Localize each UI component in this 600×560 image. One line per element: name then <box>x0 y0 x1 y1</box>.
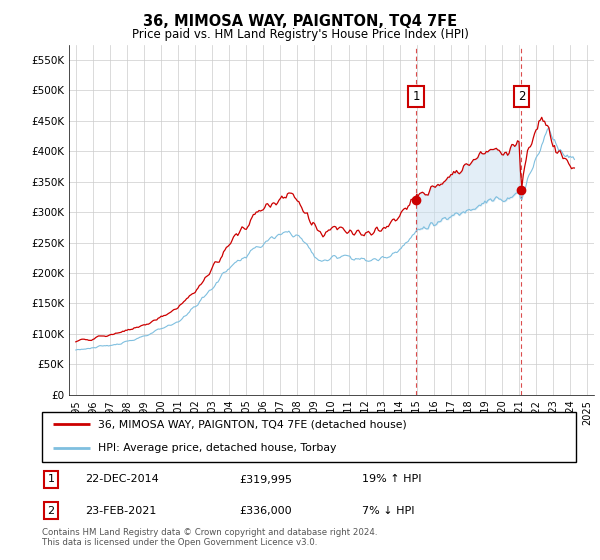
Text: 23-FEB-2021: 23-FEB-2021 <box>85 506 156 516</box>
Text: £336,000: £336,000 <box>239 506 292 516</box>
Text: Contains HM Land Registry data © Crown copyright and database right 2024.
This d: Contains HM Land Registry data © Crown c… <box>42 528 377 547</box>
Text: 2: 2 <box>47 506 55 516</box>
Text: 36, MIMOSA WAY, PAIGNTON, TQ4 7FE: 36, MIMOSA WAY, PAIGNTON, TQ4 7FE <box>143 14 457 29</box>
Text: HPI: Average price, detached house, Torbay: HPI: Average price, detached house, Torb… <box>98 443 337 453</box>
Text: £319,995: £319,995 <box>239 474 293 484</box>
Text: Price paid vs. HM Land Registry's House Price Index (HPI): Price paid vs. HM Land Registry's House … <box>131 28 469 41</box>
FancyBboxPatch shape <box>42 412 576 462</box>
Text: 1: 1 <box>412 90 420 103</box>
Text: 1: 1 <box>47 474 55 484</box>
Text: 36, MIMOSA WAY, PAIGNTON, TQ4 7FE (detached house): 36, MIMOSA WAY, PAIGNTON, TQ4 7FE (detac… <box>98 419 407 429</box>
Text: 22-DEC-2014: 22-DEC-2014 <box>85 474 158 484</box>
Text: 2: 2 <box>518 90 525 103</box>
Text: 19% ↑ HPI: 19% ↑ HPI <box>362 474 422 484</box>
Text: 7% ↓ HPI: 7% ↓ HPI <box>362 506 415 516</box>
